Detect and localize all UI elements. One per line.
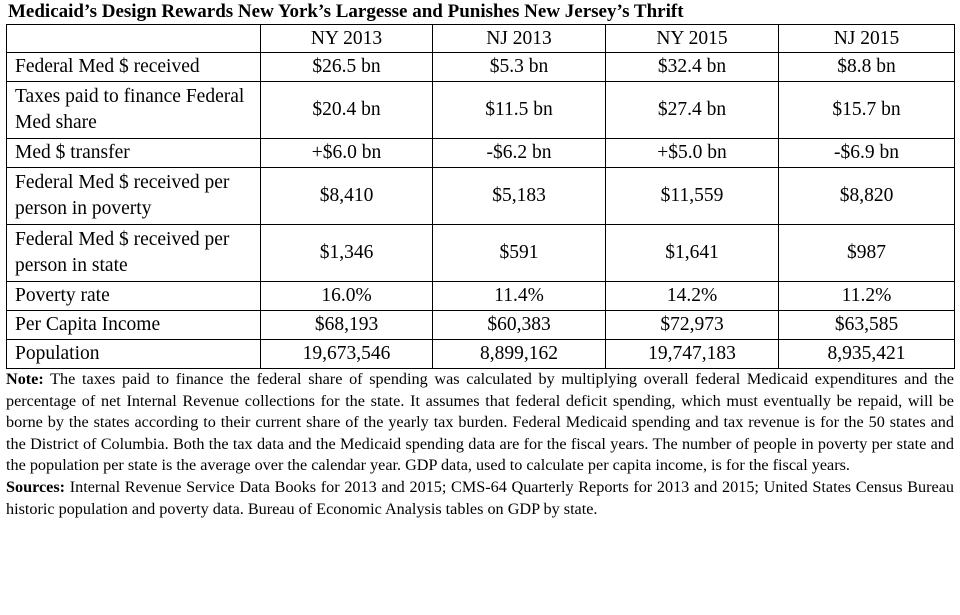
table-cell: 8,899,162 — [432, 339, 606, 369]
table-cell: $5.3 bn — [432, 52, 606, 82]
table-cell: $27.4 bn — [605, 81, 779, 139]
table-cell: $72,973 — [605, 310, 779, 340]
row-label: Federal Med $ received per person in pov… — [6, 167, 261, 225]
header-cell-corner — [6, 24, 261, 53]
table-row: Population 19,673,546 8,899,162 19,747,1… — [6, 339, 955, 369]
table-row: Taxes paid to finance Federal Med share … — [6, 81, 955, 139]
table-cell: $60,383 — [432, 310, 606, 340]
row-label: Poverty rate — [6, 281, 261, 311]
header-cell-ny-2015: NY 2015 — [605, 24, 779, 53]
table-cell: -$6.2 bn — [432, 138, 606, 168]
table-row: Per Capita Income $68,193 $60,383 $72,97… — [6, 310, 955, 340]
header-cell-nj-2015: NJ 2015 — [778, 24, 955, 53]
table-cell: $8.8 bn — [778, 52, 955, 82]
row-label: Population — [6, 339, 261, 369]
table-cell: $26.5 bn — [260, 52, 433, 82]
table-row: Federal Med $ received per person in sta… — [6, 224, 955, 282]
table-cell: 8,935,421 — [778, 339, 955, 369]
table-cell: 14.2% — [605, 281, 779, 311]
note-text: The taxes paid to finance the federal sh… — [6, 370, 954, 475]
table-row: Med $ transfer +$6.0 bn -$6.2 bn +$5.0 b… — [6, 138, 955, 168]
header-cell-ny-2013: NY 2013 — [260, 24, 433, 53]
table-cell: $32.4 bn — [605, 52, 779, 82]
table-cell: $8,410 — [260, 167, 433, 225]
row-label: Med $ transfer — [6, 138, 261, 168]
table-cell: +$5.0 bn — [605, 138, 779, 168]
table-title: Medicaid’s Design Rewards New York’s Lar… — [8, 1, 684, 22]
note-paragraph: Note: The taxes paid to finance the fede… — [6, 369, 954, 477]
table-cell: 16.0% — [260, 281, 433, 311]
sources-heading: Sources: — [6, 477, 66, 496]
table-cell: 19,747,183 — [605, 339, 779, 369]
table-cell: $20.4 bn — [260, 81, 433, 139]
table-header-row: NY 2013 NJ 2013 NY 2015 NJ 2015 — [6, 24, 955, 53]
row-label: Taxes paid to finance Federal Med share — [6, 81, 261, 139]
table-cell: $11.5 bn — [432, 81, 606, 139]
table-cell: $5,183 — [432, 167, 606, 225]
table-cell: 19,673,546 — [260, 339, 433, 369]
row-label: Federal Med $ received — [6, 52, 261, 82]
table-row: Federal Med $ received per person in pov… — [6, 167, 955, 225]
table-cell: $11,559 — [605, 167, 779, 225]
medicaid-comparison-table: NY 2013 NJ 2013 NY 2015 NJ 2015 Federal … — [6, 24, 955, 369]
table-cell: 11.2% — [778, 281, 955, 311]
table-cell: $1,641 — [605, 224, 779, 282]
header-cell-nj-2013: NJ 2013 — [432, 24, 606, 53]
table-cell: $1,346 — [260, 224, 433, 282]
sources-text: Internal Revenue Service Data Books for … — [6, 477, 954, 518]
table-cell: -$6.9 bn — [778, 138, 955, 168]
table-cell: $63,585 — [778, 310, 955, 340]
sources-paragraph: Sources: Internal Revenue Service Data B… — [6, 477, 954, 520]
row-label: Federal Med $ received per person in sta… — [6, 224, 261, 282]
table-cell: +$6.0 bn — [260, 138, 433, 168]
table-cell: 11.4% — [432, 281, 606, 311]
table-cell: $68,193 — [260, 310, 433, 340]
table-cell: $987 — [778, 224, 955, 282]
table-cell: $8,820 — [778, 167, 955, 225]
table-cell: $591 — [432, 224, 606, 282]
table-cell: $15.7 bn — [778, 81, 955, 139]
row-label: Per Capita Income — [6, 310, 261, 340]
table-row: Poverty rate 16.0% 11.4% 14.2% 11.2% — [6, 281, 955, 311]
footnotes: Note: The taxes paid to finance the fede… — [6, 369, 954, 520]
table-row: Federal Med $ received $26.5 bn $5.3 bn … — [6, 52, 955, 82]
note-heading: Note: — [6, 370, 44, 388]
